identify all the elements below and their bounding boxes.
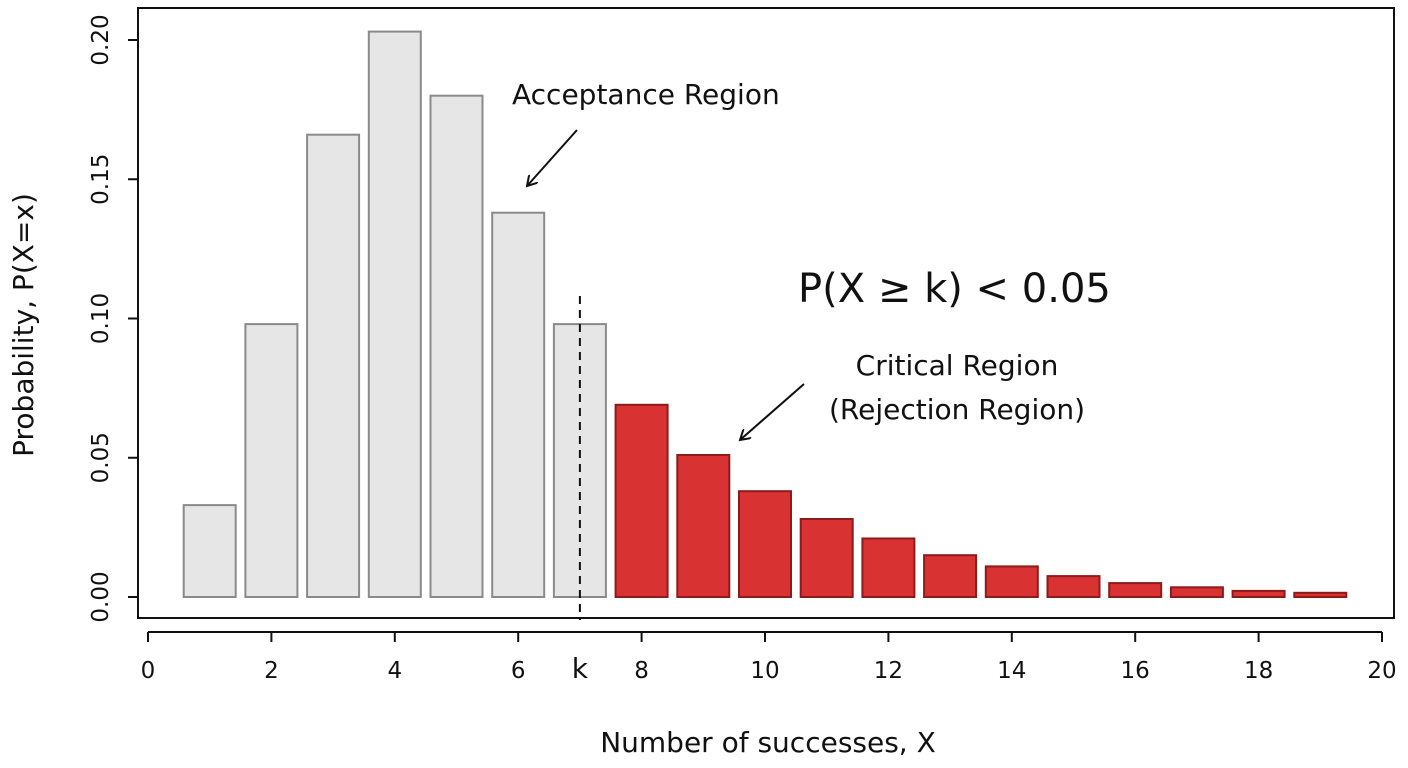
acceptance-arrow xyxy=(527,129,578,186)
critical-bar-16 xyxy=(1108,582,1163,598)
critical-bar-9 xyxy=(676,454,731,598)
acceptance-bar-5 xyxy=(429,94,484,598)
x-tick-label: 16 xyxy=(1121,658,1150,684)
critical-bar-13 xyxy=(923,554,978,599)
x-tick-label: 0 xyxy=(141,658,156,684)
critical-bar-17 xyxy=(1169,586,1224,598)
y-tick-label: 0.05 xyxy=(88,432,114,483)
acceptance-bar-7 xyxy=(552,323,607,598)
acceptance-bar-4 xyxy=(367,30,422,599)
acceptance-bar-2 xyxy=(244,323,299,598)
x-tick-label: 12 xyxy=(874,658,903,684)
y-tick-label: 0.15 xyxy=(88,154,114,205)
bars-group xyxy=(182,30,1348,599)
y-tick-label: 0.00 xyxy=(88,571,114,622)
critical-arrow xyxy=(740,383,805,440)
critical-bar-19 xyxy=(1293,591,1348,598)
x-tick-label: 2 xyxy=(264,658,279,684)
x-tick-label: 14 xyxy=(997,658,1026,684)
y-tick-label: 0.10 xyxy=(88,293,114,344)
x-tick-label: 6 xyxy=(511,658,526,684)
critical-bar-15 xyxy=(1046,575,1101,598)
critical-bar-14 xyxy=(984,565,1039,599)
critical-bar-8 xyxy=(614,403,669,598)
x-tick-label: 4 xyxy=(387,658,402,684)
acceptance-bar-3 xyxy=(306,133,361,598)
x-axis: 0 2 4 6 k 8 10 12 14 16 18 20 xyxy=(141,631,1397,685)
critical-probability-formula: P(X ≥ k) < 0.05 xyxy=(798,266,1111,312)
x-tick-label: 8 xyxy=(634,658,649,684)
x-tick-label: 10 xyxy=(750,658,779,684)
critical-bar-12 xyxy=(861,537,916,598)
critical-bar-11 xyxy=(799,518,854,598)
critical-bar-18 xyxy=(1231,589,1286,599)
x-tick-label: 18 xyxy=(1244,658,1273,684)
y-tick-label: 0.20 xyxy=(88,14,114,65)
rejection-region-label: (Rejection Region) xyxy=(829,393,1085,426)
acceptance-bar-6 xyxy=(491,211,546,598)
x-axis-title: Number of successes, X xyxy=(600,726,936,759)
x-tick-label: 20 xyxy=(1367,658,1396,684)
acceptance-bar-1 xyxy=(182,504,237,599)
critical-region-label: Critical Region xyxy=(856,349,1059,382)
x-tick-label-k: k xyxy=(572,652,589,685)
y-axis-title: Probability, P(X=x) xyxy=(7,193,40,457)
acceptance-region-label: Acceptance Region xyxy=(512,78,780,111)
y-axis: 0.00 0.05 0.10 0.15 0.20 xyxy=(88,14,139,623)
critical-bar-10 xyxy=(738,490,792,599)
